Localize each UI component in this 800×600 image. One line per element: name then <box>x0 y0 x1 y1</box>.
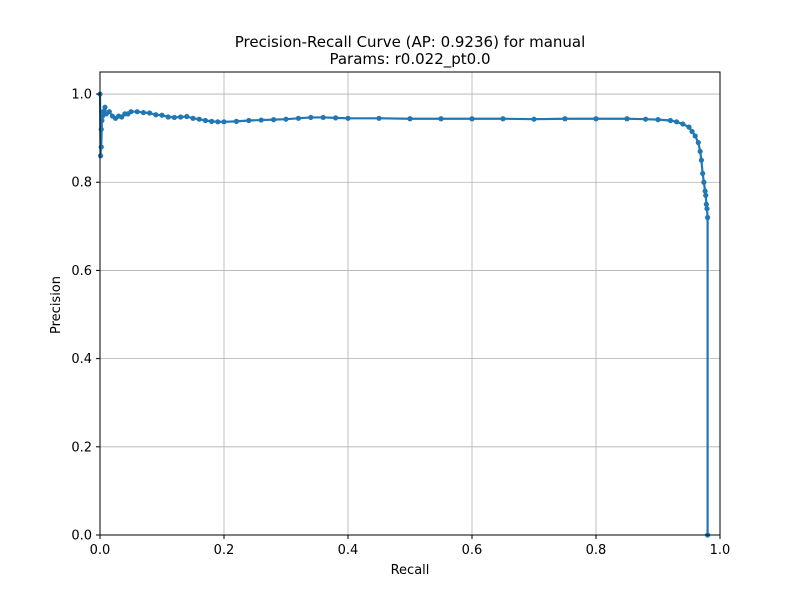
pr-point <box>689 128 695 135</box>
pr-point <box>283 116 289 122</box>
pr-point <box>695 139 701 146</box>
pr-point <box>140 109 146 116</box>
axis-ticks: 0.0 0.2 0.4 0.6 0.8 1.0 0.0 0.2 0.4 0.6 0.8 1.0 <box>71 88 730 558</box>
x-tick-label: 0.0 <box>90 543 111 558</box>
x-tick-label: 0.2 <box>214 543 235 558</box>
pr-point <box>407 116 413 122</box>
pr-point <box>704 206 710 212</box>
pr-point <box>376 115 382 121</box>
pr-point <box>562 116 568 122</box>
pr-point <box>147 110 153 116</box>
pr-point <box>98 126 104 132</box>
y-tick-label: 0.6 <box>71 264 92 279</box>
pr-point <box>308 114 314 121</box>
y-tick-label: 0.0 <box>71 529 92 544</box>
pr-point <box>667 117 674 124</box>
pr-point <box>702 188 708 194</box>
x-axis-label: Recall <box>391 563 430 578</box>
pr-point <box>593 116 599 122</box>
x-tick-label: 0.6 <box>462 543 483 558</box>
pr-point <box>209 118 215 124</box>
y-tick-label: 1.0 <box>71 88 92 103</box>
pr-point <box>531 116 537 122</box>
pr-point <box>221 119 227 125</box>
pr-point <box>700 170 706 177</box>
pr-point <box>215 119 221 125</box>
x-tick-label: 0.4 <box>338 543 359 558</box>
pr-point <box>438 116 444 122</box>
chart-title: Precision-Recall Curve (AP: 0.9236) for … <box>235 33 586 51</box>
pr-point <box>698 157 705 163</box>
chart-subtitle: Params: r0.022_pt0.0 <box>329 50 490 69</box>
pr-point <box>102 104 108 110</box>
pr-point <box>701 179 707 185</box>
pr-point <box>178 114 184 120</box>
pr-point <box>246 117 252 124</box>
y-tick-label: 0.2 <box>71 440 92 455</box>
data-series <box>97 91 711 538</box>
pr-point <box>345 115 351 121</box>
pr-point <box>333 115 339 121</box>
pr-point <box>320 114 326 121</box>
pr-point <box>295 115 301 121</box>
pr-point <box>271 117 277 123</box>
pr-point <box>692 133 698 139</box>
pr-point <box>159 112 165 118</box>
pr-point <box>98 144 104 150</box>
x-tick-label: 1.0 <box>710 543 731 558</box>
pr-point <box>202 117 208 124</box>
pr-point <box>655 117 661 123</box>
pr-point <box>134 109 140 115</box>
pr-point <box>196 116 202 122</box>
pr-point <box>624 116 630 122</box>
pr-point <box>705 214 711 221</box>
plot-area-frame <box>99 71 721 536</box>
y-tick-label: 0.8 <box>71 176 92 191</box>
pr-point <box>258 117 264 123</box>
pr-point <box>680 121 686 127</box>
pr-point <box>500 116 506 122</box>
pr-point <box>703 192 709 199</box>
pr-point <box>686 124 692 130</box>
pr-point <box>190 115 196 121</box>
pr-point <box>697 148 703 154</box>
pr-point <box>128 109 134 115</box>
pr-point <box>643 116 649 122</box>
pr-point <box>703 201 709 207</box>
pr-point <box>165 114 171 120</box>
pr-point <box>153 112 159 118</box>
pr-point <box>171 114 177 121</box>
y-tick-label: 0.4 <box>71 352 92 367</box>
pr-point <box>106 109 112 115</box>
pr-point <box>184 113 190 120</box>
pr-point <box>98 153 104 159</box>
pr-point <box>674 119 680 125</box>
y-axis-label: Precision <box>49 276 64 334</box>
x-tick-label: 0.8 <box>586 543 607 558</box>
pr-point <box>469 116 475 122</box>
pr-point <box>233 118 239 124</box>
pr-point <box>99 117 105 124</box>
